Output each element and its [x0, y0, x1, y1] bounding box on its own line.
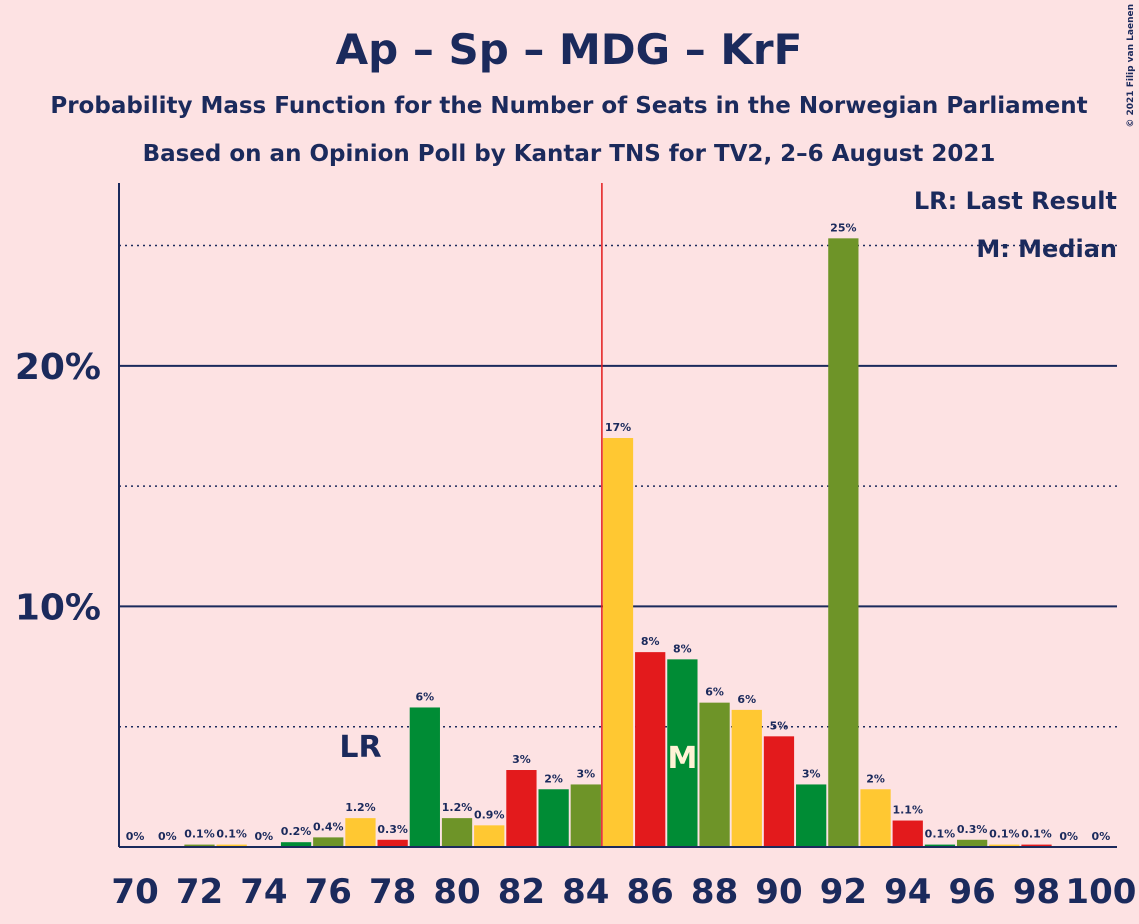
- bar: [989, 844, 1020, 847]
- bar: [635, 652, 666, 847]
- bar: [731, 709, 762, 847]
- value-label: 0%: [1059, 830, 1078, 843]
- chart-title: Ap – Sp – MDG – KrF: [336, 25, 803, 74]
- value-label: 0.1%: [216, 828, 247, 841]
- x-tick-label: 88: [691, 872, 738, 912]
- value-label: 0%: [158, 830, 177, 843]
- value-label: 8%: [673, 642, 692, 655]
- bar: [956, 839, 988, 847]
- y-tick-label: 20%: [15, 347, 101, 388]
- value-label: 0.1%: [1021, 828, 1052, 841]
- x-tick-label: 80: [433, 872, 480, 912]
- value-label: 8%: [641, 635, 660, 648]
- bar: [313, 837, 344, 847]
- value-label: 1.2%: [442, 801, 473, 814]
- value-label: 6%: [415, 690, 434, 703]
- value-label: 1.2%: [345, 801, 376, 814]
- bar: [699, 702, 730, 847]
- x-tick-label: 70: [111, 872, 158, 912]
- y-tick-label: 10%: [15, 587, 101, 628]
- value-label: 0.1%: [184, 828, 215, 841]
- x-tick-label: 74: [240, 872, 287, 912]
- bar: [924, 844, 956, 847]
- value-label: 5%: [770, 719, 789, 732]
- bar: [763, 736, 795, 847]
- bar: [280, 842, 312, 847]
- bar: [474, 825, 505, 847]
- x-tick-label: 78: [369, 872, 416, 912]
- bar: [1021, 844, 1052, 847]
- bar: [796, 784, 827, 847]
- x-tick-label: 84: [562, 872, 609, 912]
- bar: [892, 820, 923, 847]
- value-label: 3%: [512, 753, 531, 766]
- value-label: 0.9%: [474, 808, 505, 821]
- value-label: 17%: [605, 421, 631, 434]
- bar: [377, 839, 408, 847]
- x-tick-label: 72: [176, 872, 223, 912]
- annotation: LR: [339, 730, 381, 765]
- chart-subtitle: Probability Mass Function for the Number…: [50, 93, 1087, 119]
- bar: [184, 844, 215, 847]
- value-label: 0.4%: [313, 820, 344, 833]
- annotation: M: [667, 741, 697, 776]
- legend-entry: LR: Last Result: [914, 187, 1117, 215]
- x-tick-label: 90: [755, 872, 802, 912]
- x-tick-label: 92: [820, 872, 867, 912]
- bar: [216, 844, 247, 847]
- value-label: 0%: [126, 830, 145, 843]
- value-label: 0.3%: [957, 823, 988, 836]
- x-tick-label: 100: [1065, 872, 1136, 912]
- bar: [538, 789, 569, 847]
- value-label: 0.2%: [281, 825, 312, 838]
- bar: [570, 784, 601, 847]
- value-label: 25%: [830, 221, 856, 234]
- bar: [345, 818, 376, 847]
- value-label: 6%: [705, 686, 724, 699]
- bar: [860, 789, 891, 847]
- chart-subtitle: Based on an Opinion Poll by Kantar TNS f…: [143, 141, 996, 167]
- x-tick-label: 86: [627, 872, 674, 912]
- x-tick-label: 98: [1013, 872, 1060, 912]
- value-label: 6%: [737, 693, 756, 706]
- value-label: 1.1%: [892, 804, 923, 817]
- value-label: 0%: [1092, 830, 1111, 843]
- bar: [667, 659, 698, 847]
- value-label: 0.1%: [925, 828, 956, 841]
- bar: [441, 818, 473, 847]
- value-label: 0.1%: [989, 828, 1020, 841]
- x-tick-label: 94: [884, 872, 931, 912]
- bar: [506, 770, 537, 847]
- x-tick-label: 96: [948, 872, 995, 912]
- value-label: 3%: [802, 767, 821, 780]
- value-label: 0.3%: [377, 823, 408, 836]
- value-label: 2%: [866, 772, 885, 785]
- bar: [602, 438, 634, 847]
- legend-entry: M: Median: [976, 235, 1117, 263]
- value-label: 2%: [544, 772, 563, 785]
- bar: [828, 238, 859, 848]
- x-tick-label: 82: [498, 872, 545, 912]
- copyright: © 2021 Filip van Laenen: [1126, 4, 1136, 128]
- value-label: 0%: [255, 830, 274, 843]
- bar: [409, 707, 440, 847]
- x-tick-label: 76: [305, 872, 352, 912]
- value-label: 3%: [576, 767, 595, 780]
